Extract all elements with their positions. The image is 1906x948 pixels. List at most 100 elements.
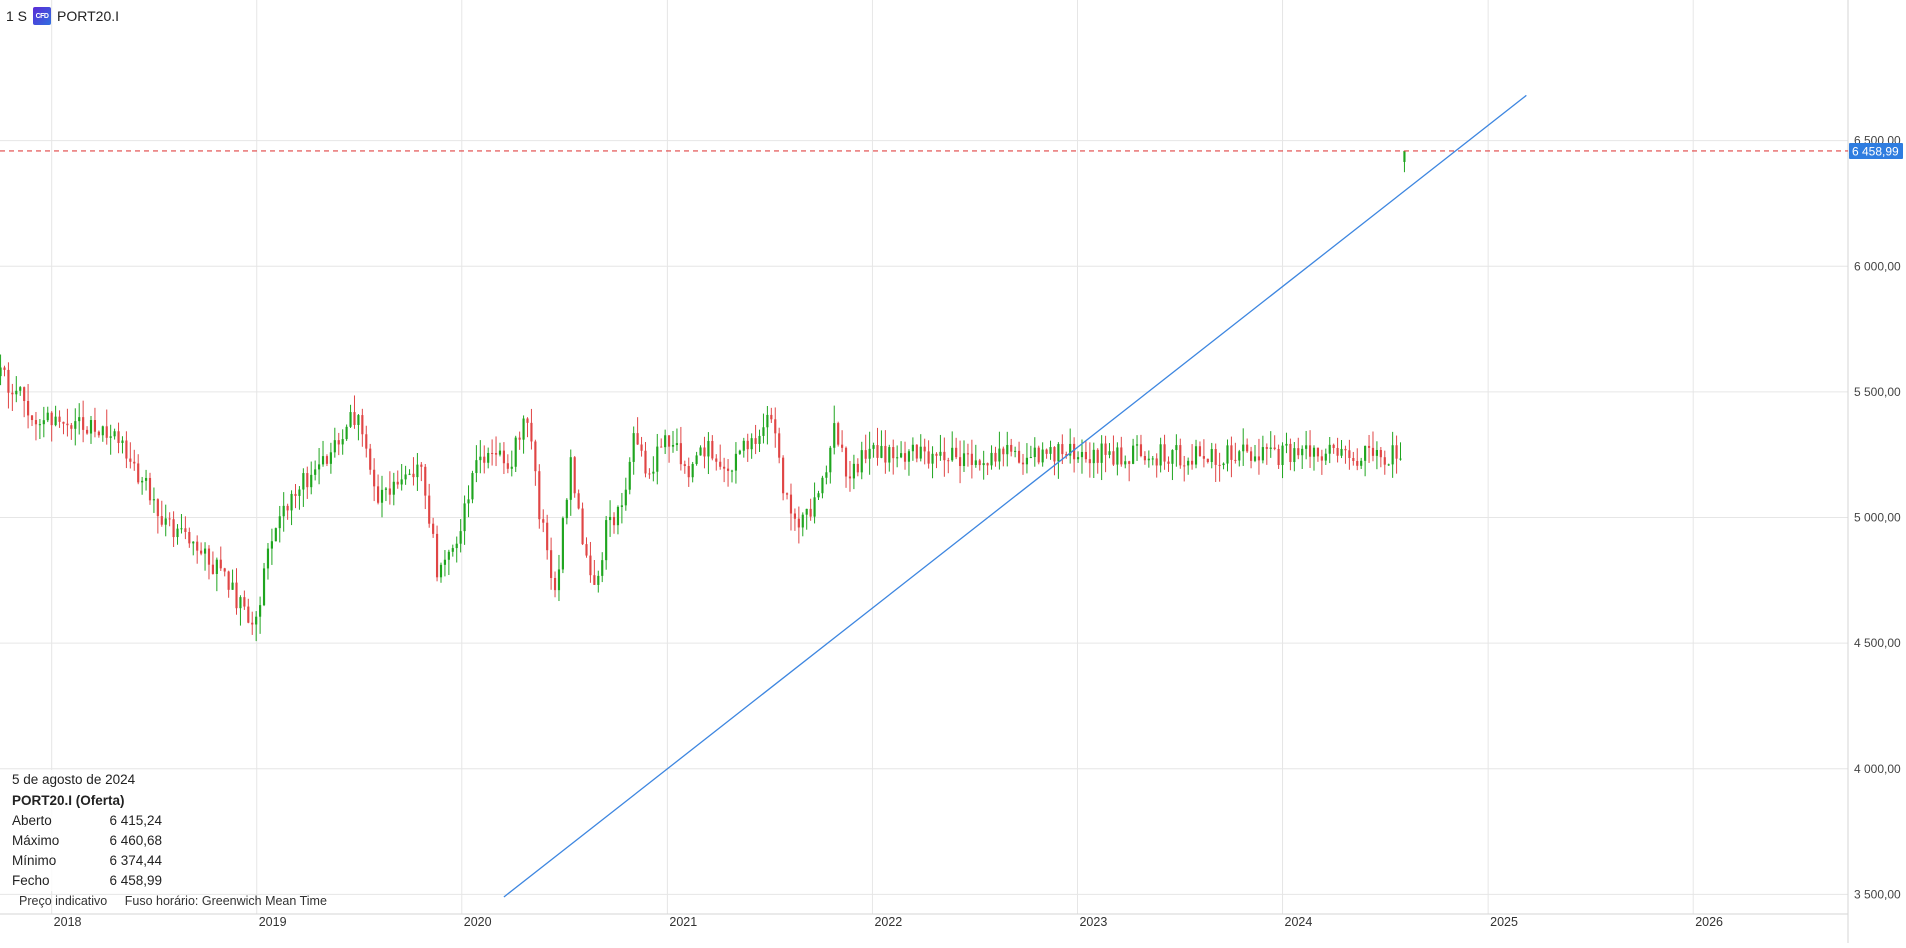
candle-body bbox=[341, 439, 344, 445]
candle-body bbox=[1002, 448, 1005, 455]
symbol-label[interactable]: PORT20.I bbox=[57, 8, 120, 24]
candle-body bbox=[298, 489, 301, 496]
candle-body bbox=[239, 597, 242, 609]
candle-body bbox=[219, 559, 222, 569]
candle-body bbox=[148, 477, 152, 501]
candle-body bbox=[243, 597, 246, 607]
candle-body bbox=[1222, 463, 1225, 466]
candle-body bbox=[1033, 447, 1036, 458]
candle-body bbox=[1167, 461, 1170, 464]
candle-body bbox=[349, 412, 352, 427]
candle-body bbox=[93, 420, 97, 432]
candle-body bbox=[259, 605, 262, 617]
candle-body bbox=[609, 516, 612, 521]
candle-body bbox=[416, 464, 419, 478]
candle-body bbox=[58, 416, 61, 422]
candle-body bbox=[23, 387, 26, 401]
y-tick-label: 6 000,00 bbox=[1854, 259, 1901, 273]
candle-body bbox=[1265, 447, 1268, 449]
candle-body bbox=[439, 564, 443, 578]
x-tick-label: 2020 bbox=[464, 915, 492, 929]
candle-body bbox=[620, 505, 623, 507]
candle-body bbox=[970, 453, 973, 465]
candle-body bbox=[463, 503, 466, 532]
candle-body bbox=[1159, 444, 1162, 466]
candle-body bbox=[664, 435, 667, 448]
candle-body bbox=[459, 531, 462, 544]
candle-body bbox=[1120, 447, 1123, 465]
candle-body bbox=[939, 451, 942, 456]
candle-body bbox=[526, 418, 529, 423]
last-candle-body[interactable] bbox=[1403, 150, 1406, 162]
candle-body bbox=[1367, 445, 1371, 448]
candle-body bbox=[369, 448, 372, 470]
candle-body bbox=[660, 446, 663, 448]
current-price-label: 6 458,99 bbox=[1852, 144, 1899, 158]
candle-body bbox=[435, 533, 439, 578]
candle-body bbox=[274, 528, 277, 542]
candle-body bbox=[616, 506, 620, 526]
info-instrument: PORT20.I (Oferta) bbox=[12, 793, 125, 808]
candle-body bbox=[1147, 458, 1150, 461]
candle-body bbox=[380, 489, 384, 503]
candle-body bbox=[892, 447, 895, 459]
timeframe-label[interactable]: 1 S bbox=[6, 8, 28, 24]
candle-body bbox=[235, 582, 238, 609]
candle-body bbox=[1100, 443, 1103, 463]
candle-body bbox=[318, 464, 321, 470]
candle-body bbox=[207, 548, 211, 565]
candle-body bbox=[903, 453, 907, 462]
candle-body bbox=[612, 516, 616, 526]
candle-body bbox=[605, 520, 608, 561]
candle-body bbox=[1383, 457, 1386, 465]
candle-body bbox=[325, 456, 329, 464]
info-row-open: Aberto 6 415,24 bbox=[12, 811, 162, 831]
candle-body bbox=[50, 412, 53, 426]
candle-body bbox=[746, 440, 749, 450]
candle-body bbox=[1312, 447, 1316, 457]
candle-body bbox=[1065, 454, 1068, 456]
candle-body bbox=[97, 431, 100, 436]
candle-body bbox=[42, 420, 45, 425]
candle-body bbox=[231, 582, 234, 590]
candle-body bbox=[951, 447, 954, 461]
candle-body bbox=[1194, 446, 1198, 465]
candle-body bbox=[282, 505, 285, 517]
candle-body bbox=[1246, 444, 1249, 452]
candle-body bbox=[927, 451, 930, 464]
candle-body bbox=[1006, 444, 1009, 455]
candle-body bbox=[144, 477, 148, 481]
candle-body bbox=[188, 531, 191, 544]
candle-body bbox=[78, 417, 81, 422]
candle-body bbox=[1316, 447, 1320, 457]
info-value: 6 374,44 bbox=[109, 853, 162, 868]
candle-body bbox=[994, 452, 997, 462]
candle-body bbox=[506, 463, 509, 469]
candle-body bbox=[1371, 447, 1375, 456]
candle-body bbox=[34, 420, 38, 425]
candle-body bbox=[1352, 458, 1355, 461]
candle-body bbox=[778, 433, 781, 458]
candle-body bbox=[1088, 459, 1091, 464]
candle-body bbox=[691, 463, 694, 478]
candle-body bbox=[270, 541, 273, 549]
candle-body bbox=[1143, 455, 1146, 461]
candle-body bbox=[266, 548, 270, 569]
candle-body bbox=[420, 464, 423, 467]
candle-body bbox=[1080, 451, 1084, 458]
candle-body bbox=[958, 457, 962, 467]
candle-body bbox=[585, 544, 588, 556]
candle-body bbox=[1029, 457, 1032, 459]
price-note: Preço indicativo bbox=[19, 894, 108, 908]
candle-body bbox=[337, 440, 340, 445]
candle-body bbox=[1332, 444, 1335, 448]
candle-body bbox=[278, 516, 281, 529]
candle-body bbox=[561, 518, 564, 570]
candle-body bbox=[1238, 451, 1241, 461]
candle-body bbox=[1206, 458, 1209, 463]
candle-body bbox=[345, 426, 348, 440]
trend-line[interactable] bbox=[503, 94, 1527, 898]
candle-body bbox=[758, 435, 761, 444]
